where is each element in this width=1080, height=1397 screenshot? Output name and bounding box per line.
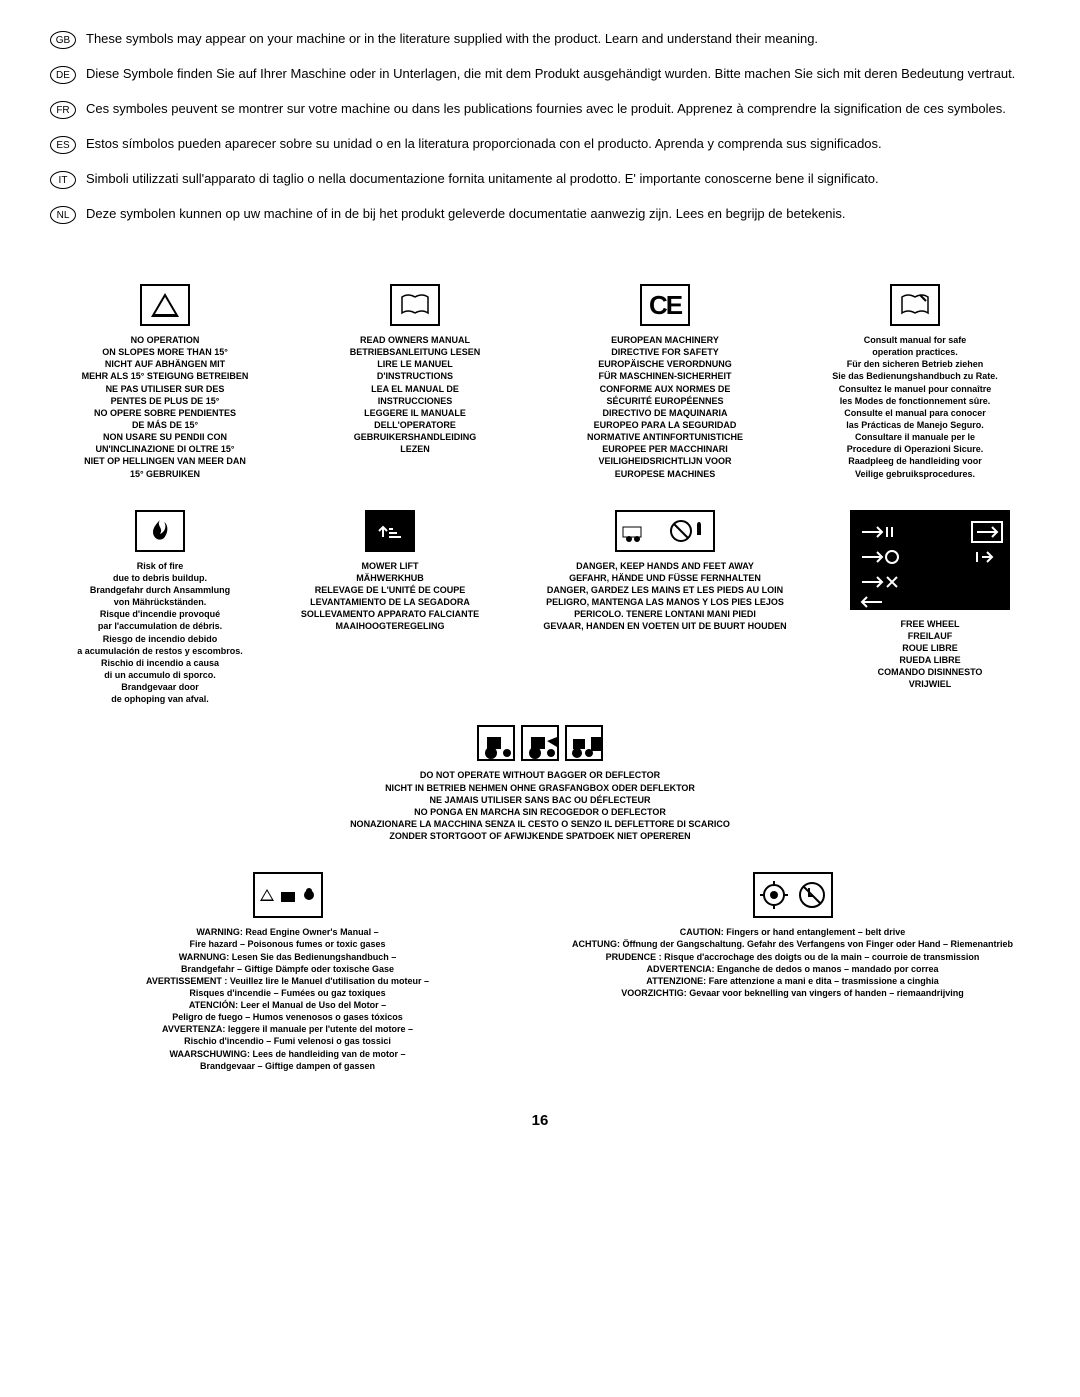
lang-row: GB These symbols may appear on your mach…	[50, 30, 1030, 49]
lang-row: NL Deze symbolen kunnen op uw machine of…	[50, 205, 1030, 224]
lang-row: ES Estos símbolos pueden aparecer sobre …	[50, 135, 1030, 154]
lang-text: Simboli utilizzati sull'apparato di tagl…	[86, 170, 879, 188]
belt-caution-icon	[753, 872, 833, 918]
lang-tag-it: IT	[50, 171, 76, 189]
lang-row: FR Ces symboles peuvent se montrer sur v…	[50, 100, 1030, 119]
symbol-fire: Risk of firedue to debris buildup.Brandg…	[50, 510, 270, 706]
symbol-manual: READ OWNERS MANUALBETRIEBSANLEITUNG LESE…	[300, 284, 530, 480]
lang-text: Estos símbolos pueden aparecer sobre su …	[86, 135, 882, 153]
caption-belt-caution: CAUTION: Fingers or hand entanglement – …	[555, 926, 1030, 999]
symbol-bagger: DO NOT OPERATE WITHOUT BAGGER OR DEFLECT…	[50, 725, 1030, 842]
caption-danger: DANGER, KEEP HANDS AND FEET AWAYGEFAHR, …	[510, 560, 820, 633]
slope-icon	[140, 284, 190, 326]
caption-bagger: DO NOT OPERATE WITHOUT BAGGER OR DEFLECT…	[50, 769, 1030, 842]
ce-icon: CE	[640, 284, 690, 326]
symbols-row-2: Risk of firedue to debris buildup.Brandg…	[50, 510, 1030, 706]
symbol-ce: CE EUROPEAN MACHINERYDIRECTIVE FOR SAFET…	[550, 284, 780, 480]
lang-row: DE Diese Symbole finden Sie auf Ihrer Ma…	[50, 65, 1030, 84]
symbol-mowerlift: MOWER LIFTMÄHWERKHUBRELEVAGE DE L'UNITÉ …	[280, 510, 500, 633]
safe-icon	[890, 284, 940, 326]
lang-tag-gb: GB	[50, 31, 76, 49]
caption-mowerlift: MOWER LIFTMÄHWERKHUBRELEVAGE DE L'UNITÉ …	[280, 560, 500, 633]
tractor-deflector-icon	[521, 725, 559, 761]
symbols-row-1: NO OPERATIONON SLOPES MORE THAN 15°NICHT…	[50, 284, 1030, 480]
caption-freewheel: FREE WHEELFREILAUFROUE LIBRERUEDA LIBREC…	[830, 618, 1030, 691]
symbol-belt-caution: CAUTION: Fingers or hand entanglement – …	[555, 872, 1030, 999]
symbol-freewheel: FREE WHEELFREILAUFROUE LIBRERUEDA LIBREC…	[830, 510, 1030, 691]
caption-ce: EUROPEAN MACHINERYDIRECTIVE FOR SAFETYEU…	[550, 334, 780, 480]
manual-icon	[390, 284, 440, 326]
lang-text: These symbols may appear on your machine…	[86, 30, 818, 48]
symbol-danger-hands: DANGER, KEEP HANDS AND FEET AWAYGEFAHR, …	[510, 510, 820, 633]
language-intro-block: GB These symbols may appear on your mach…	[50, 30, 1030, 224]
symbols-row-3: WARNING: Read Engine Owner's Manual –Fir…	[50, 872, 1030, 1072]
lang-row: IT Simboli utilizzati sull'apparato di t…	[50, 170, 1030, 189]
lang-text: Deze symbolen kunnen op uw machine of in…	[86, 205, 846, 223]
danger-hands-icon	[615, 510, 715, 552]
bagger-icons	[50, 725, 1030, 761]
caption-slope: NO OPERATIONON SLOPES MORE THAN 15°NICHT…	[50, 334, 280, 480]
caption-safe: Consult manual for safeoperation practic…	[800, 334, 1030, 480]
lang-tag-nl: NL	[50, 206, 76, 224]
tractor-icon	[477, 725, 515, 761]
lang-tag-de: DE	[50, 66, 76, 84]
caption-manual: READ OWNERS MANUALBETRIEBSANLEITUNG LESE…	[300, 334, 530, 455]
freewheel-icon	[850, 510, 1010, 610]
mowerlift-icon	[365, 510, 415, 552]
lang-tag-fr: FR	[50, 101, 76, 119]
lang-text: Ces symboles peuvent se montrer sur votr…	[86, 100, 1006, 118]
lang-text: Diese Symbole finden Sie auf Ihrer Masch…	[86, 65, 1015, 83]
fire-icon	[135, 510, 185, 552]
tractor-bagger-icon	[565, 725, 603, 761]
engine-warning-icon	[253, 872, 323, 918]
symbol-slope: NO OPERATIONON SLOPES MORE THAN 15°NICHT…	[50, 284, 280, 480]
caption-engine-warning: WARNING: Read Engine Owner's Manual –Fir…	[50, 926, 525, 1072]
page-number: 16	[50, 1112, 1030, 1129]
lang-tag-es: ES	[50, 136, 76, 154]
caption-fire: Risk of firedue to debris buildup.Brandg…	[50, 560, 270, 706]
symbol-safe: Consult manual for safeoperation practic…	[800, 284, 1030, 480]
symbol-engine-warning: WARNING: Read Engine Owner's Manual –Fir…	[50, 872, 525, 1072]
